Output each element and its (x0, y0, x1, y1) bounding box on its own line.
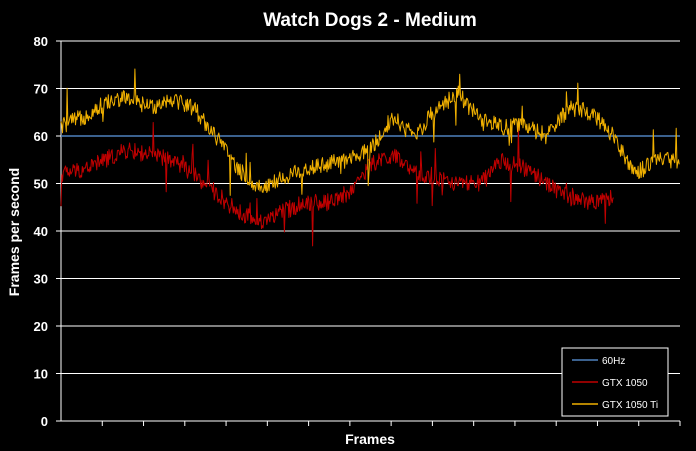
y-tick-label: 60 (34, 129, 48, 144)
y-axis-label: Frames per second (6, 168, 22, 296)
legend-label-gtx1050: GTX 1050 (602, 378, 648, 389)
chart-title: Watch Dogs 2 - Medium (263, 10, 477, 31)
y-tick-label: 80 (34, 34, 48, 49)
legend: 60Hz GTX 1050 GTX 1050 Ti (561, 347, 669, 417)
y-tick-label: 40 (34, 224, 48, 239)
series-line-gtx1050 (60, 122, 614, 247)
series-lines (60, 68, 680, 247)
legend-label-gtx1050ti: GTX 1050 Ti (602, 400, 658, 411)
y-tick-label: 20 (34, 319, 48, 334)
axes (60, 41, 680, 422)
y-tick-label: 10 (34, 367, 48, 382)
x-axis-label: Frames (345, 431, 395, 447)
series-line-gtx1050ti (60, 68, 680, 196)
y-tick-labels: 0 10 20 30 40 50 60 70 80 (34, 34, 48, 429)
y-tick-label: 30 (34, 272, 48, 287)
y-tick-label: 70 (34, 82, 48, 97)
y-tick-label: 0 (41, 414, 48, 429)
x-ticks (101, 421, 681, 426)
y-tick-label: 50 (34, 177, 48, 192)
legend-label-60hz: 60Hz (602, 356, 625, 367)
